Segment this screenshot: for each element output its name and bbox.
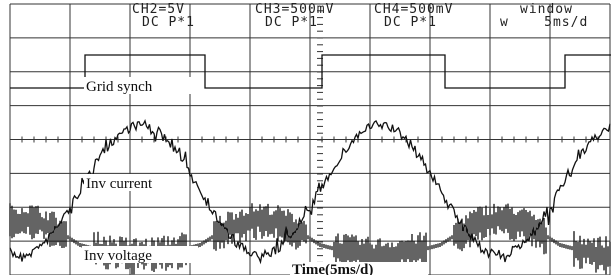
window-setting: w 5ms/d — [500, 15, 588, 30]
grid-synch-label: Grid synch — [86, 79, 153, 95]
inv-voltage-label: Inv voltage — [84, 248, 152, 264]
channel-coupling: DC P*1 — [265, 15, 318, 30]
inv-current-label: Inv current — [86, 176, 153, 192]
time-label: Time(5ms/d) — [292, 262, 373, 275]
oscilloscope-screen: CH2=5V DC P*1 CH3=500mV DC P*1 CH4=500mV… — [0, 0, 611, 275]
channel-coupling: DC P*1 — [384, 15, 437, 30]
channel-coupling: DC P*1 — [142, 15, 195, 30]
